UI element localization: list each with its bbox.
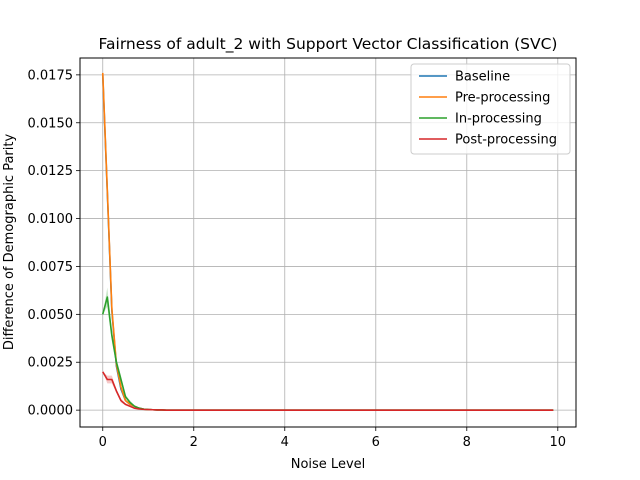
y-tick-label: 0.0125 [28, 164, 74, 179]
x-tick-label: 10 [550, 435, 567, 450]
legend-label-post-processing: Post-processing [455, 133, 557, 148]
post-processing-line [102, 371, 554, 411]
legend-box [410, 63, 571, 155]
y-axis-label: Difference of Demographic Parity [2, 134, 17, 351]
plot-frame [79, 57, 577, 428]
legend-label-pre-processing: Pre-processing [455, 91, 550, 106]
y-tick-label: 0.0150 [28, 116, 74, 131]
y-tick-label: 0.0075 [28, 260, 74, 275]
x-tick-label: 0 [99, 435, 107, 450]
legend-label-in-processing: In-processing [455, 112, 542, 127]
y-tick-label: 0.0175 [28, 68, 74, 83]
series-lines [101, 72, 554, 411]
x-tick-label: 4 [281, 435, 289, 450]
x-tick-label: 8 [463, 435, 471, 450]
legend: Baseline Pre-processing In-processing Post-… [410, 63, 571, 155]
legend-label-baseline: Baseline [455, 70, 510, 85]
y-axis-ticks: 0.0000 0.0025 0.0050 0.0075 0.0100 0.0125 0.01… [28, 68, 80, 419]
chart-title: Fairness of adult_2 with Support Vector … [99, 35, 558, 54]
y-tick-label: 0.0100 [28, 212, 74, 227]
y-tick-label: 0.0050 [28, 308, 74, 323]
y-tick-label: 0.0025 [28, 356, 74, 371]
x-tick-label: 6 [372, 435, 380, 450]
x-axis-label: Noise Level [291, 457, 366, 472]
grid [80, 58, 576, 427]
x-tick-label: 2 [190, 435, 198, 450]
x-axis-ticks: 0 2 4 6 8 10 [99, 427, 566, 450]
y-tick-label: 0.0000 [28, 404, 74, 419]
